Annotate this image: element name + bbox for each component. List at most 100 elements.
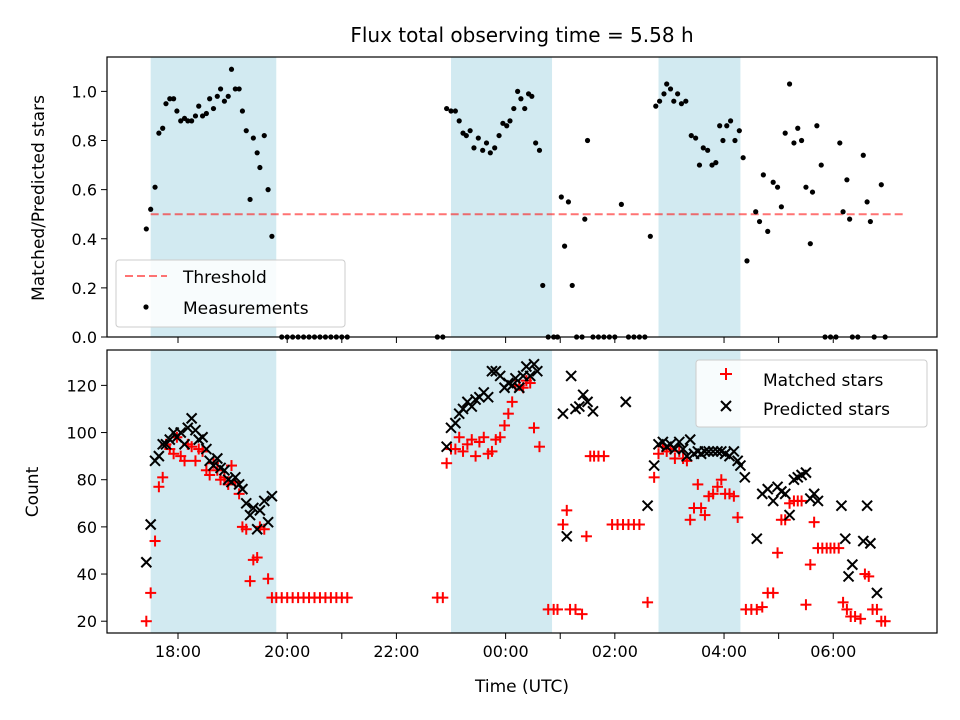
matched-star-point [486, 445, 498, 457]
measurement-point [236, 86, 242, 92]
matched-star-point [756, 601, 768, 613]
measurement-point [483, 140, 490, 146]
matched-star-point [695, 502, 707, 514]
measurement-point [515, 88, 521, 94]
x-tick-label: 06:00 [810, 642, 856, 661]
matched-star-point [653, 448, 665, 460]
measurement-point [795, 125, 801, 131]
matched-star-point [633, 519, 645, 531]
measurement-point [720, 137, 726, 144]
top-legend: Threshold Measurements [115, 259, 346, 328]
matched-star-point [711, 481, 723, 493]
measurement-point [232, 86, 238, 92]
top-axes-frame [106, 56, 938, 338]
predicted-star-point [218, 464, 231, 476]
y-tick-label: 0.6 [72, 181, 97, 200]
predicted-star-point [266, 490, 278, 502]
matched-legend-label: Matched stars [763, 371, 883, 391]
predicted-star-point [842, 570, 855, 583]
predicted-star-point [846, 558, 859, 571]
x-axis-label: Time (UTC) [474, 677, 569, 697]
matched-star-point [179, 455, 191, 467]
measurement-point [809, 189, 816, 195]
bottom-axes-frame [106, 349, 938, 634]
measurement-point [717, 123, 723, 129]
measurement-point [192, 113, 199, 119]
top-x-ticks [177, 337, 834, 343]
predicted-star-point [482, 391, 494, 403]
matched-star-point [441, 457, 453, 469]
matched-star-point [863, 570, 875, 582]
predicted-star-point [779, 488, 791, 500]
top-y-axis-label: Matched/Predicted stars [29, 95, 49, 301]
matched-star-point [837, 596, 849, 608]
measurement-point [661, 91, 667, 97]
threshold-legend-label: Threshold [182, 268, 267, 288]
predicted-star-point [871, 587, 883, 599]
measurement-point [753, 209, 759, 215]
measurement-point [847, 216, 853, 222]
bottom-observing-bands [150, 350, 741, 633]
matched-star-point [707, 488, 719, 500]
y-tick-label: 0.0 [72, 328, 97, 347]
matched-star-point [804, 559, 816, 571]
x-tick-label: 02:00 [592, 642, 638, 661]
measurements-legend-label: Measurements [183, 299, 309, 319]
measurement-point [480, 147, 486, 153]
measurement-point [522, 105, 528, 112]
measurement-point [448, 108, 454, 114]
count-panel: 18:00 20:00 22:00 00:00 02:00 04:00 06:00 20 40… [23, 349, 938, 697]
measurement-point [782, 130, 788, 136]
y-tick-label: 0.4 [72, 230, 97, 249]
predicted-star-point [164, 433, 176, 446]
matched-star-point [478, 431, 490, 443]
matched-star-point [262, 573, 274, 585]
predicted-star-point [861, 499, 873, 512]
measurement-point [254, 150, 260, 156]
matched-star-point [457, 445, 469, 457]
measurement-point [688, 132, 694, 139]
predicted-star-point [440, 440, 453, 453]
measurement-point [156, 130, 162, 136]
measurement-point [456, 118, 462, 124]
matched-star-point [796, 495, 808, 507]
predicted-star-point [620, 396, 632, 408]
predicted-star-point [767, 495, 779, 507]
matched-star-point [533, 441, 545, 453]
matched-star-point [715, 474, 727, 486]
matched-star-point [341, 592, 353, 604]
measurement-point [584, 137, 591, 144]
predicted-star-point [254, 504, 266, 517]
measurement-point [878, 182, 884, 188]
measurement-point [250, 135, 256, 141]
matched-star-point [437, 592, 449, 604]
matched-star-point [499, 419, 511, 431]
predicted-star-point [739, 471, 751, 484]
measurement-point [667, 86, 674, 92]
measurement-point [582, 216, 588, 222]
measurement-point [647, 233, 653, 239]
predicted-star-point [783, 509, 796, 521]
predicted-star-point [699, 445, 711, 458]
predicted-star-point [457, 403, 469, 415]
measurement-point [507, 118, 513, 124]
matched-star-point [841, 603, 853, 615]
measurement-point [533, 140, 539, 146]
measurement-point [653, 103, 659, 109]
matched-star-point [808, 516, 820, 528]
matched-star-point [233, 488, 245, 500]
matched-star-point [879, 615, 891, 627]
predicted-stars-points [140, 358, 883, 599]
matched-star-point [157, 471, 169, 483]
predicted-star-point [751, 532, 763, 545]
x-tick-label: 20:00 [264, 642, 310, 661]
matched-star-point [767, 587, 779, 599]
measurement-point [696, 162, 703, 168]
predicted-star-point [565, 370, 577, 382]
y-tick-label: 0.2 [72, 279, 97, 298]
matched-star-point [570, 603, 582, 615]
measurement-point [196, 103, 202, 109]
measurement-point [471, 145, 477, 151]
predicted-star-point [762, 483, 774, 495]
measurement-point [496, 132, 502, 139]
